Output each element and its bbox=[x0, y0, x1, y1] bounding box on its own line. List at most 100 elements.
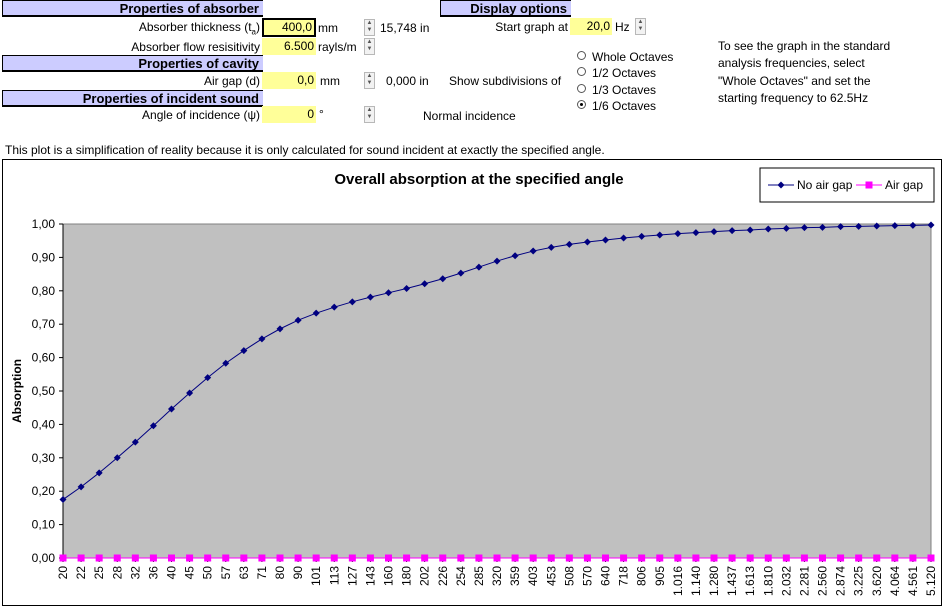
radio-icon[interactable] bbox=[577, 84, 586, 93]
radio-selected-icon[interactable] bbox=[577, 100, 586, 109]
data-point bbox=[457, 554, 465, 562]
thickness-spinner[interactable]: ▲ ▼ bbox=[364, 19, 375, 36]
x-tick-label: 45 bbox=[183, 566, 197, 580]
x-tick-label: 50 bbox=[201, 566, 215, 580]
display-section-header: Display options bbox=[440, 0, 571, 17]
spin-down-icon[interactable]: ▼ bbox=[366, 80, 373, 86]
subdivision-label: 1/2 Octaves bbox=[592, 66, 657, 80]
air-gap-input[interactable]: 0,0 bbox=[262, 72, 316, 89]
data-point bbox=[113, 554, 121, 562]
data-point bbox=[77, 554, 85, 562]
spin-down-icon[interactable]: ▼ bbox=[366, 27, 373, 33]
x-tick-label: 2.874 bbox=[834, 566, 848, 596]
x-tick-label: 101 bbox=[309, 566, 323, 586]
data-point bbox=[638, 232, 646, 240]
data-point bbox=[186, 554, 194, 562]
flow-resistivity-input[interactable]: 6.500 bbox=[262, 38, 316, 55]
data-point bbox=[746, 554, 754, 562]
cavity-section-header: Properties of cavity bbox=[2, 55, 263, 72]
disclaimer-text: This plot is a simplification of reality… bbox=[5, 143, 605, 157]
spin-up-icon[interactable]: ▲ bbox=[366, 20, 373, 26]
flow-resistivity-spinner[interactable]: ▲ ▼ bbox=[364, 38, 375, 55]
data-point bbox=[746, 226, 754, 234]
angle-input[interactable]: 0 bbox=[262, 106, 316, 123]
y-tick-label: 0,10 bbox=[32, 518, 56, 532]
angle-spinner[interactable]: ▲ ▼ bbox=[364, 106, 375, 123]
data-point bbox=[222, 554, 230, 562]
data-point bbox=[656, 231, 664, 239]
spin-up-icon[interactable]: ▲ bbox=[637, 19, 644, 25]
data-point bbox=[439, 275, 447, 283]
data-point bbox=[204, 554, 212, 562]
x-tick-label: 36 bbox=[146, 566, 160, 580]
spin-down-icon[interactable]: ▼ bbox=[366, 46, 373, 52]
x-tick-label: 640 bbox=[599, 566, 613, 586]
thickness-subscript: a bbox=[251, 27, 256, 37]
data-point bbox=[385, 554, 392, 562]
data-point bbox=[728, 554, 736, 562]
data-point bbox=[891, 554, 899, 562]
x-tick-label: 3.225 bbox=[852, 566, 866, 596]
data-point bbox=[565, 240, 573, 248]
x-tick-label: 570 bbox=[580, 566, 594, 586]
spin-up-icon[interactable]: ▲ bbox=[366, 73, 373, 79]
spin-down-icon[interactable]: ▼ bbox=[637, 26, 644, 32]
x-tick-label: 4.561 bbox=[906, 566, 920, 596]
data-point bbox=[149, 554, 157, 562]
incidence-description: Normal incidence bbox=[423, 109, 516, 123]
x-tick-label: 160 bbox=[382, 566, 396, 586]
data-point bbox=[602, 554, 609, 562]
y-tick-label: 0,00 bbox=[32, 551, 56, 565]
data-point bbox=[149, 422, 157, 430]
data-point bbox=[529, 554, 537, 562]
data-point bbox=[674, 230, 682, 238]
subdivision-label: 1/6 Octaves bbox=[592, 99, 657, 113]
y-tick-label: 0,20 bbox=[32, 484, 56, 498]
spin-up-icon[interactable]: ▲ bbox=[366, 39, 373, 45]
incident-section-header: Properties of incident sound bbox=[2, 90, 263, 107]
incident-section-title: Properties of incident sound bbox=[82, 91, 259, 106]
y-tick-label: 0,60 bbox=[32, 351, 56, 365]
spin-up-icon[interactable]: ▲ bbox=[366, 107, 373, 113]
x-tick-label: 508 bbox=[562, 566, 576, 586]
data-point bbox=[782, 554, 790, 562]
x-tick-label: 403 bbox=[526, 566, 540, 586]
subdivision-label: 1/3 Octaves bbox=[592, 83, 657, 97]
note-line: starting frequency to 62.5Hz bbox=[718, 91, 869, 105]
subdivisions-label: Show subdivisions of bbox=[449, 74, 562, 88]
legend-label: Air gap bbox=[885, 178, 923, 192]
data-point bbox=[385, 289, 392, 297]
x-tick-label: 320 bbox=[490, 566, 504, 586]
air-gap-spinner[interactable]: ▲ ▼ bbox=[364, 72, 375, 89]
data-point bbox=[583, 238, 591, 246]
thickness-inches: 15,748 in bbox=[380, 21, 430, 35]
data-point bbox=[240, 347, 248, 355]
x-tick-label: 127 bbox=[345, 566, 359, 586]
data-point bbox=[873, 554, 881, 562]
x-tick-label: 1.280 bbox=[707, 566, 721, 596]
chart-title: Overall absorption at the specified angl… bbox=[334, 171, 623, 188]
x-tick-label: 180 bbox=[400, 566, 414, 586]
thickness-input[interactable]: 400,0 bbox=[262, 18, 316, 37]
spin-down-icon[interactable]: ▼ bbox=[366, 114, 373, 120]
start-graph-spinner[interactable]: ▲ ▼ bbox=[635, 18, 646, 35]
start-graph-input[interactable]: 20,0 bbox=[570, 18, 612, 35]
flow-resistivity-label: Absorber flow resisitivity bbox=[131, 40, 260, 54]
radio-icon[interactable] bbox=[577, 51, 586, 60]
chart-area[interactable]: Overall absorption at the specified angl… bbox=[2, 159, 942, 606]
absorber-section-title: Properties of absorber bbox=[119, 1, 259, 16]
data-point bbox=[366, 554, 374, 562]
data-point bbox=[800, 554, 808, 562]
radio-icon[interactable] bbox=[577, 67, 586, 76]
data-point bbox=[656, 554, 664, 562]
cavity-section-title: Properties of cavity bbox=[138, 56, 259, 71]
x-tick-label: 20 bbox=[56, 566, 70, 580]
data-point bbox=[276, 325, 284, 333]
data-point bbox=[674, 554, 682, 562]
data-point bbox=[728, 227, 736, 235]
subdivision-label: Whole Octaves bbox=[592, 50, 674, 64]
legend-marker bbox=[777, 181, 785, 189]
data-point bbox=[620, 234, 628, 242]
x-tick-label: 63 bbox=[237, 566, 251, 580]
x-tick-label: 143 bbox=[363, 566, 377, 586]
